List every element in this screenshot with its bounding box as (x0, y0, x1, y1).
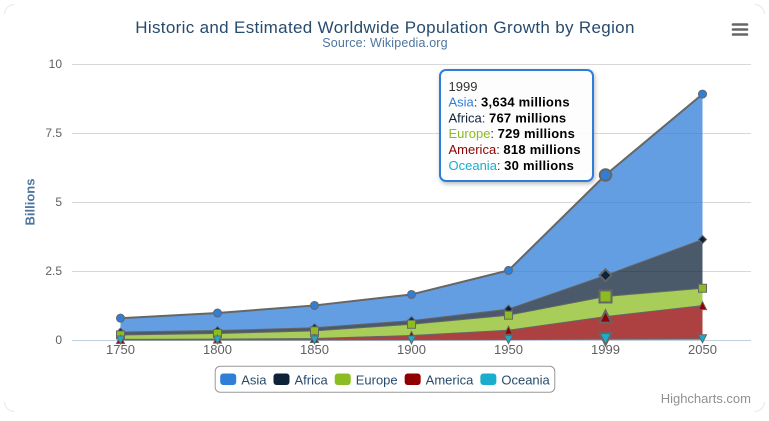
svg-text:Asia: Asia (241, 373, 267, 388)
svg-text:Europe: 729 millions: Europe: 729 millions (449, 126, 576, 141)
svg-text:5: 5 (55, 195, 62, 209)
svg-text:Highcharts.com: Highcharts.com (661, 391, 751, 406)
svg-text:Source: Wikipedia.org: Source: Wikipedia.org (322, 36, 447, 50)
svg-text:America: 818 millions: America: 818 millions (449, 142, 581, 157)
svg-text:Africa: Africa (295, 373, 329, 388)
svg-text:Billions: Billions (23, 179, 38, 226)
svg-text:1950: 1950 (494, 342, 523, 357)
svg-text:America: America (426, 373, 474, 388)
svg-text:Asia: 3,634 millions: Asia: 3,634 millions (449, 95, 570, 110)
svg-text:Historic and Estimated Worldwi: Historic and Estimated Worldwide Populat… (135, 18, 635, 37)
svg-text:1900: 1900 (397, 342, 426, 357)
svg-text:1999: 1999 (449, 79, 478, 94)
svg-text:10: 10 (49, 57, 63, 71)
svg-text:0: 0 (55, 333, 62, 347)
svg-text:1999: 1999 (591, 342, 620, 357)
svg-text:7.5: 7.5 (45, 126, 62, 140)
svg-text:2.5: 2.5 (45, 264, 62, 278)
svg-text:1800: 1800 (203, 342, 232, 357)
svg-text:Oceania: Oceania (501, 373, 550, 388)
svg-text:1850: 1850 (300, 342, 329, 357)
svg-text:Oceania: 30 millions: Oceania: 30 millions (449, 158, 575, 173)
svg-text:1750: 1750 (106, 342, 135, 357)
svg-text:2050: 2050 (688, 342, 717, 357)
svg-text:Europe: Europe (356, 373, 398, 388)
svg-text:Africa: 767 millions: Africa: 767 millions (449, 110, 567, 125)
